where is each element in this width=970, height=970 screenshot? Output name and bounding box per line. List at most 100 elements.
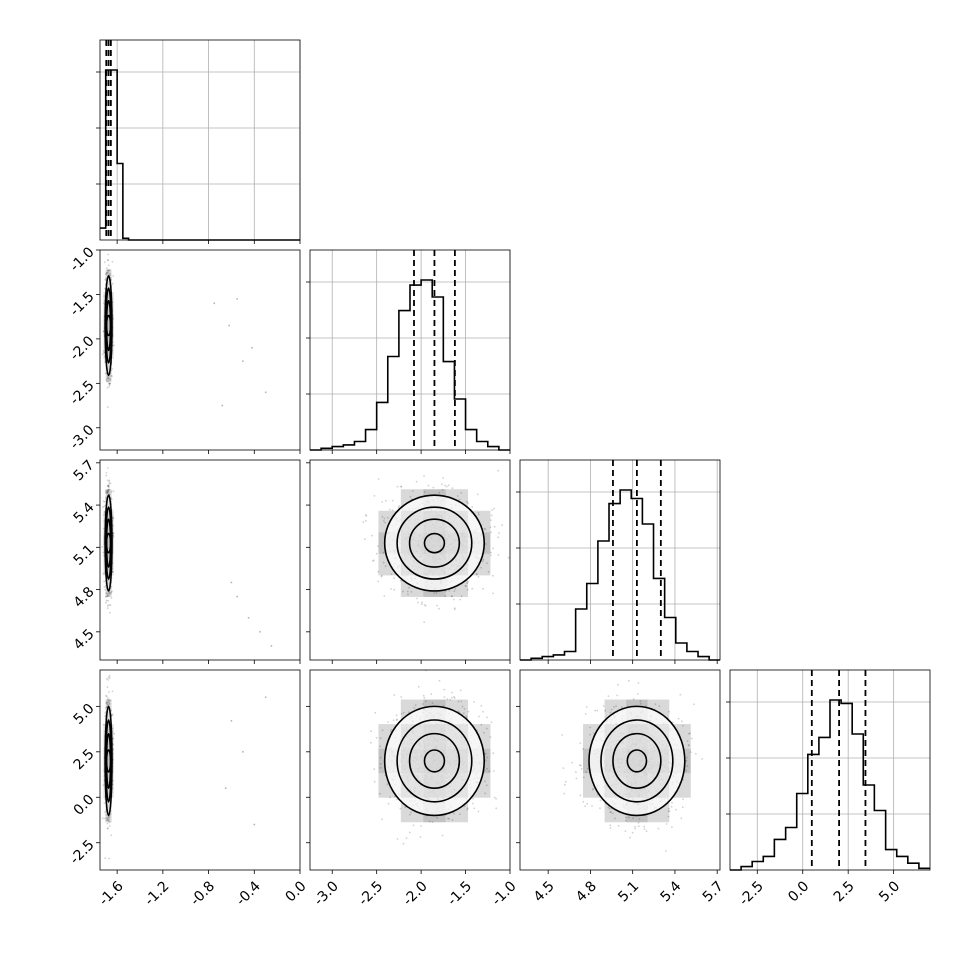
density-cell [103, 724, 106, 749]
scatter-point [373, 495, 376, 497]
scatter-point [373, 768, 376, 770]
scatter-points [561, 679, 704, 852]
scatter-point [413, 707, 416, 709]
scatter-point [451, 818, 454, 821]
scatter-point [112, 532, 115, 535]
scatter-point [679, 693, 682, 696]
scatter-outlier [259, 630, 261, 633]
scatter-point [107, 595, 109, 597]
scatter-point [467, 502, 469, 505]
scatter-point [106, 271, 109, 274]
scatter-point [424, 700, 427, 703]
scatter-points [362, 469, 510, 624]
scatter-outlier [241, 750, 244, 753]
scatter-point [604, 709, 607, 712]
scatter-point [375, 736, 378, 739]
scatter-point [447, 817, 449, 820]
scatter-point [111, 690, 114, 693]
scatter-point [105, 595, 108, 598]
density-cell [103, 510, 106, 533]
scatter-point [105, 273, 108, 276]
scatter-point [672, 721, 674, 724]
scatter-point [685, 769, 687, 772]
scatter-points [369, 670, 498, 845]
scatter-point [105, 272, 108, 274]
scatter-point [105, 677, 108, 680]
scatter-point [472, 797, 474, 800]
scatter-point [379, 737, 382, 740]
scatter-point [427, 484, 430, 487]
histogram-panel-2 [516, 459, 721, 661]
scatter-point [104, 589, 107, 591]
scatter-point [108, 483, 111, 485]
scatter-point [433, 592, 436, 594]
scatter-point [582, 776, 585, 779]
panel-bg [100, 670, 300, 870]
scatter-point [108, 591, 111, 594]
scatter-point [387, 721, 389, 723]
scatter-point [104, 273, 107, 275]
scatter-point [658, 705, 661, 708]
scatter-panel-3-0 [99, 669, 301, 871]
scatter-point [690, 737, 693, 740]
density-cell [111, 724, 114, 749]
scatter-point [107, 697, 109, 699]
scatter-point [390, 588, 392, 590]
scatter-point [110, 490, 113, 493]
scatter-point [436, 604, 438, 607]
scatter-point [108, 592, 111, 595]
scatter-point [417, 685, 420, 688]
scatter-point [481, 560, 484, 563]
scatter-point [371, 560, 374, 562]
scatter-point [459, 813, 461, 816]
scatter-point [102, 349, 105, 352]
contour-line [408, 518, 461, 568]
scatter-point [112, 748, 115, 751]
scatter-point [400, 486, 403, 488]
scatter-point [475, 573, 478, 576]
scatter-point [108, 479, 111, 482]
scatter-point [385, 499, 387, 502]
scatter-point [582, 747, 584, 750]
scatter-point [453, 697, 456, 699]
scatter-point [471, 587, 474, 590]
scatter-point [495, 797, 497, 800]
scatter-point [106, 491, 109, 494]
scatter-point [391, 509, 394, 511]
scatter-point [497, 554, 500, 556]
scatter-point [109, 379, 112, 381]
histogram-panel-3 [726, 669, 931, 871]
scatter-point [460, 700, 463, 703]
panel-frame [99, 249, 301, 451]
contour-line [396, 506, 473, 580]
scatter-point [382, 561, 385, 564]
panel-frame [729, 669, 931, 871]
scatter-point [383, 595, 386, 597]
scatter-point [449, 698, 452, 701]
scatter-point [108, 698, 110, 701]
scatter-point [105, 695, 108, 698]
scatter-point [370, 730, 372, 733]
scatter-point [102, 500, 105, 503]
scatter-point [103, 295, 106, 297]
scatter-point [379, 792, 381, 795]
scatter-point [396, 718, 398, 721]
scatter-point [599, 807, 601, 810]
scatter-point [105, 814, 107, 816]
scatter-point [477, 511, 480, 514]
scatter-point [104, 595, 107, 598]
scatter-point [106, 406, 109, 408]
scatter-point [110, 375, 112, 377]
scatter-point [108, 821, 111, 824]
scatter-point [486, 768, 488, 770]
scatter-point [106, 818, 109, 821]
scatter-point [381, 501, 384, 503]
density-cell [111, 291, 114, 315]
contour-line [383, 494, 486, 592]
scatter-outlier [264, 391, 267, 394]
scatter-point [400, 712, 403, 715]
scatter-point [667, 810, 670, 812]
scatter-point [627, 816, 630, 819]
scatter-point [102, 551, 105, 554]
scatter-point [381, 515, 384, 518]
